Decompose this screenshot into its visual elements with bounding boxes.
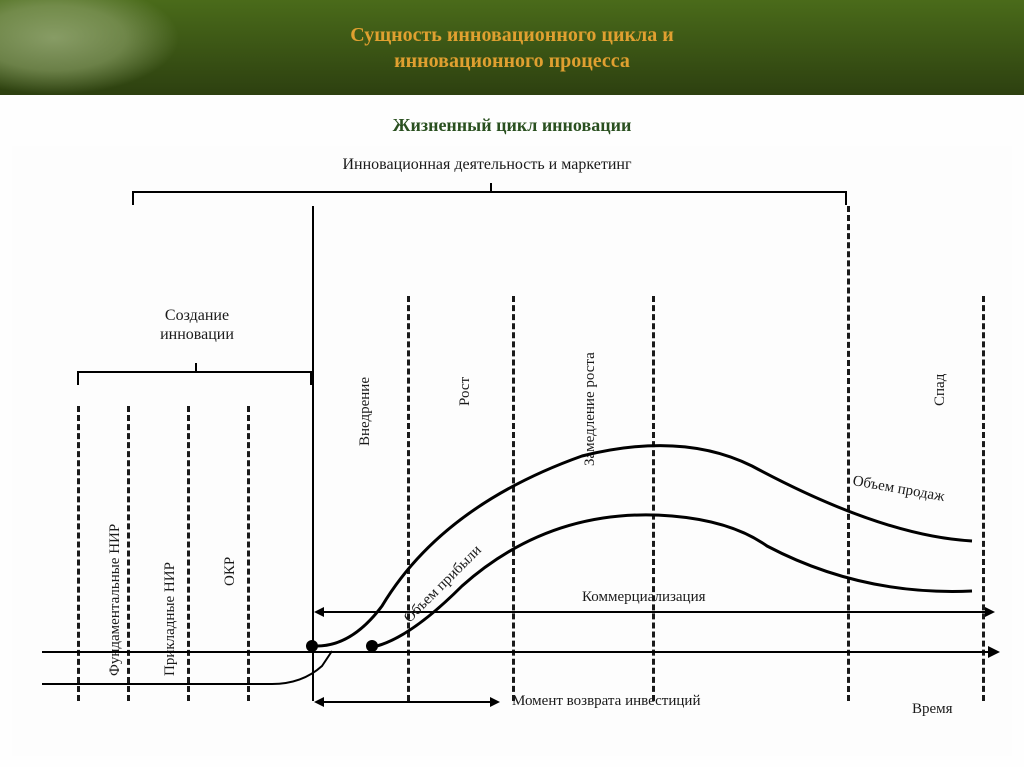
below-curve bbox=[42, 651, 332, 684]
origin-dot bbox=[306, 640, 318, 652]
title-line-1: Сущность инновационного цикла и bbox=[350, 22, 674, 48]
curves-svg bbox=[12, 146, 1012, 756]
title-line-2: инновационного процесса bbox=[394, 48, 630, 74]
slide-header: Сущность инновационного цикла и инноваци… bbox=[0, 0, 1024, 95]
breakeven-dot bbox=[366, 640, 378, 652]
header-ornament bbox=[0, 0, 180, 95]
diagram-area: Инновационная деятельность и маркетинг С… bbox=[12, 146, 1012, 756]
subtitle: Жизненный цикл инновации bbox=[0, 115, 1024, 136]
profit-curve bbox=[377, 515, 972, 646]
